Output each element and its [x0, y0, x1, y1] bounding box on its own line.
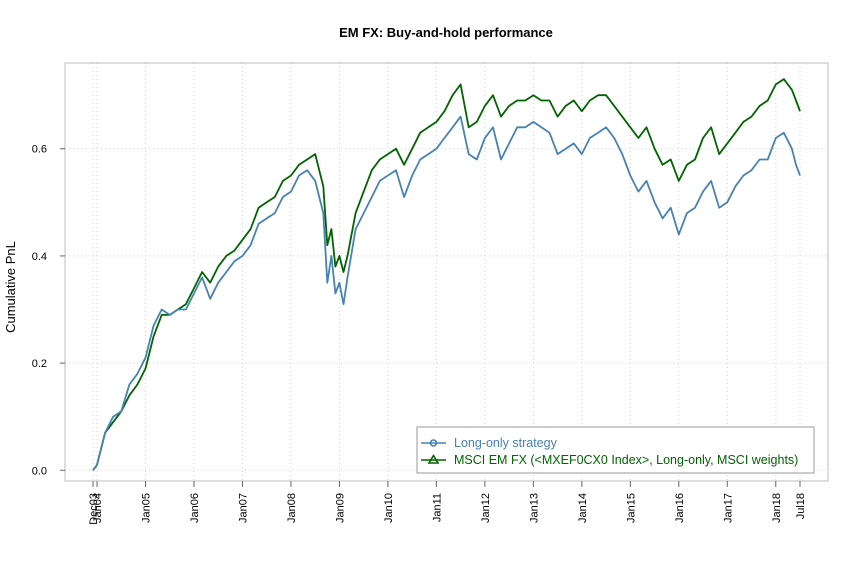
y-tick-label: 0.2: [32, 358, 47, 370]
x-tick-label: Jan07: [237, 493, 249, 523]
x-tick-label: Jan12: [480, 493, 492, 523]
series-line-long-only: [92, 115, 801, 471]
x-tick-label: Jan17: [722, 493, 734, 523]
x-tick-label: Jan14: [577, 493, 589, 523]
x-tick-label: Jan16: [674, 493, 686, 523]
legend-entry-msci: MSCI EM FX (<MXEF0CX0 Index>, Long-only,…: [454, 453, 798, 467]
x-tick-label: Jan05: [141, 493, 153, 523]
x-tick-label: Jan18: [771, 493, 783, 523]
x-tick-label: Jan11: [431, 493, 443, 522]
y-tick-label: 0.0: [32, 465, 47, 477]
legend-marker-triangle: [427, 453, 440, 464]
x-tick-label: Jan06: [189, 493, 201, 523]
x-tick-label: Jan08: [286, 493, 298, 523]
x-tick-label: Jan15: [625, 493, 637, 523]
x-tick-label: Dec03: [88, 493, 100, 525]
x-tick-label: Jul18: [795, 493, 807, 519]
series-lines: [92, 78, 801, 471]
series-line-msci: [92, 78, 801, 471]
y-axis-label: Cumulative PnL: [3, 241, 18, 333]
legend-marker-circle: [429, 439, 438, 447]
plot-frame: [64, 62, 829, 482]
legend-box: [416, 426, 815, 474]
y-tick-label: 0.6: [32, 144, 47, 156]
grid-lines: [65, 63, 828, 481]
x-tick-label: Jan09: [334, 493, 346, 523]
x-tick-label: Jan13: [528, 493, 540, 523]
chart-title: EM FX: Buy-and-hold performance: [339, 25, 553, 40]
x-tick-label: Jan10: [383, 493, 395, 523]
legend-entry-long-only: Long-only strategy: [454, 436, 558, 450]
x-tick-label: Jan04: [92, 493, 104, 523]
legend: Long-only strategy MSCI EM FX (<MXEF0CX0…: [416, 426, 815, 474]
y-tick-label: 0.4: [32, 251, 47, 263]
